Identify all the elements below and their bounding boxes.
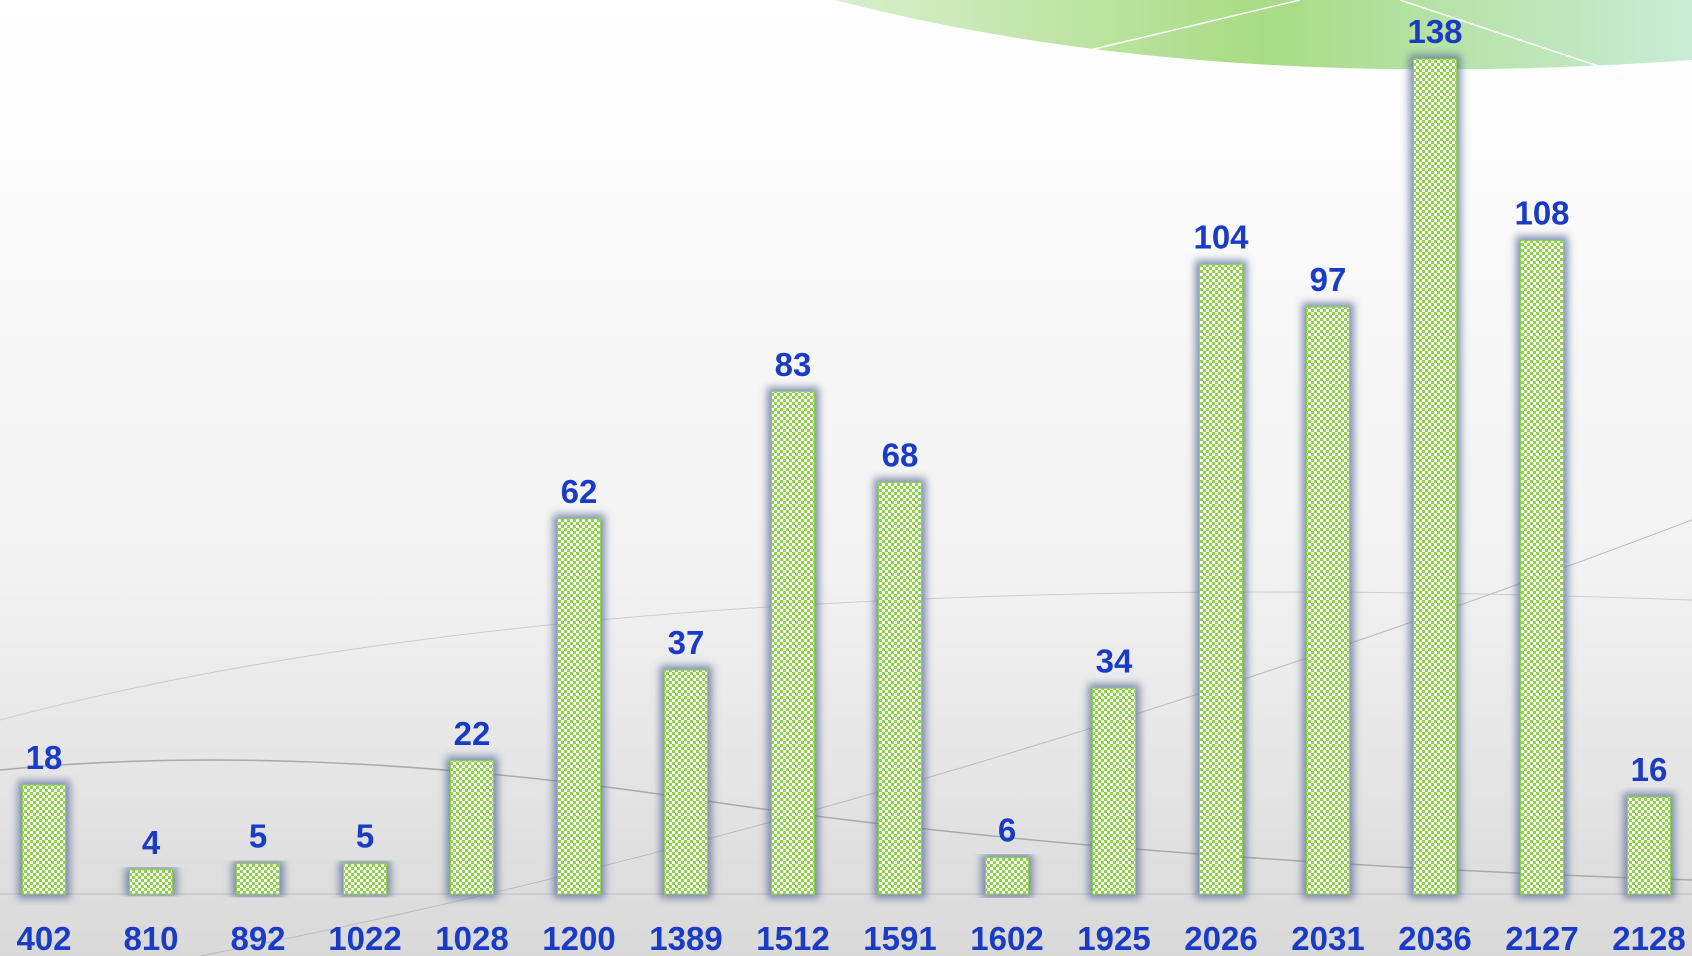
bar [1414, 59, 1457, 894]
bar [879, 483, 922, 894]
value-label: 108 [1514, 195, 1569, 232]
x-tick-label: 892 [230, 920, 285, 956]
x-tick-label: 2031 [1291, 920, 1364, 956]
x-tick-label: 1925 [1077, 920, 1150, 956]
bar [23, 785, 66, 894]
value-label: 104 [1193, 219, 1249, 256]
x-tick-label: 810 [123, 920, 178, 956]
bar [451, 761, 494, 894]
value-label: 16 [1631, 751, 1668, 788]
x-tick-label: 1028 [435, 920, 508, 956]
page: {"chart_data": {"type": "bar", "categori… [0, 0, 1692, 956]
x-tick-label: 1602 [970, 920, 1043, 956]
value-label: 22 [454, 715, 491, 752]
value-label: 5 [356, 818, 374, 855]
value-label: 68 [882, 437, 919, 474]
bar [1521, 241, 1564, 894]
value-label: 6 [998, 812, 1016, 849]
x-tick-label: 1512 [756, 920, 829, 956]
value-label: 138 [1407, 13, 1462, 50]
bar [986, 858, 1029, 894]
bar [1093, 688, 1136, 894]
value-label: 62 [561, 473, 598, 510]
x-tick-label: 1200 [542, 920, 615, 956]
x-tick-label: 1389 [649, 920, 722, 956]
x-tick-label: 1022 [328, 920, 401, 956]
bar [1307, 307, 1350, 894]
x-tick-label: 402 [16, 920, 71, 956]
bar [1200, 265, 1243, 894]
x-tick-label: 1591 [863, 920, 936, 956]
value-label: 18 [26, 739, 63, 776]
bar [1628, 797, 1671, 894]
x-tick-label: 2127 [1505, 920, 1578, 956]
value-label: 37 [668, 624, 705, 661]
chart: 18 402 4 810 5 892 5 1022 22 1028 62 1200 37 1389 83 15… [0, 0, 1692, 956]
value-label: 4 [142, 824, 161, 861]
bar [130, 870, 173, 894]
x-tick-label: 2128 [1612, 920, 1685, 956]
value-label: 5 [249, 818, 267, 855]
bar [772, 392, 815, 894]
value-label: 34 [1096, 642, 1133, 679]
x-tick-label: 2036 [1398, 920, 1471, 956]
bar [344, 864, 387, 894]
bar [665, 670, 708, 894]
value-label: 97 [1310, 261, 1347, 298]
value-label: 83 [775, 346, 812, 383]
bar [558, 519, 601, 894]
x-tick-label: 2026 [1184, 920, 1257, 956]
bar [237, 864, 280, 894]
